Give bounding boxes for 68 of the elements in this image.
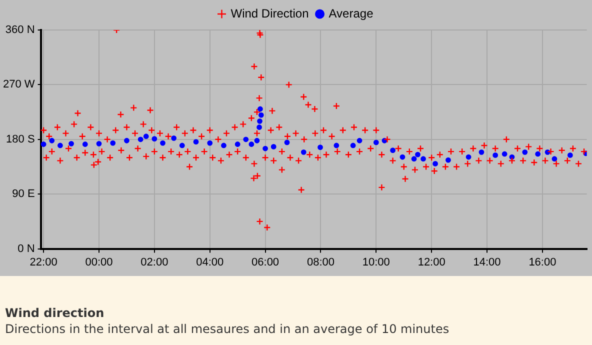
point [49,138,55,144]
point [171,135,177,141]
point [478,149,484,155]
point [446,157,451,163]
x-tick-label: 08:00 [306,256,334,268]
x-tick-label: 22:00 [30,256,58,268]
point [262,146,268,152]
point [567,152,573,158]
legend-label: Average [328,6,374,20]
point [334,142,340,148]
point [522,149,528,155]
legend-label: Wind Direction [230,6,309,20]
point [552,156,558,162]
point [248,142,254,147]
y-tick-label: 0 N [18,242,35,255]
point [138,136,144,142]
text: Directions in the interval at all mesaures and in an average of 10 minutes [5,322,450,336]
point [350,142,356,148]
y-tick-label: 90 E [12,188,35,200]
point [221,142,226,148]
x-tick-label: 10:00 [362,256,390,268]
x-tick-label: 00:00 [85,256,113,268]
point [57,142,63,148]
point [68,140,74,146]
point [535,151,541,157]
point [82,142,88,147]
point [415,152,420,158]
point [318,144,323,150]
point [284,140,290,146]
point [40,142,46,147]
point [356,138,362,144]
point [193,139,199,145]
point [420,156,426,162]
y-tick-label: 270 W [2,78,36,91]
point [234,142,240,147]
point [243,136,249,142]
x-tick-label: 02:00 [140,256,168,268]
point [152,136,158,142]
point [110,140,116,146]
point [400,154,406,160]
point [411,156,417,162]
point [96,140,102,146]
point [492,152,498,158]
point [207,140,213,146]
x-tick-label: 06:00 [252,256,280,268]
point [143,134,149,140]
point [466,154,472,160]
point [502,151,508,157]
point [270,144,276,150]
point [258,106,263,112]
point [258,112,264,118]
x-tick-label: 16:00 [528,256,556,268]
point [256,124,262,130]
point [160,140,166,146]
x-tick-label: 14:00 [473,256,501,268]
point [390,148,396,154]
point [373,140,379,146]
x-tick-label: 12:00 [418,256,446,268]
point [124,138,130,144]
y-tick-label: 360 N [5,24,35,36]
x-tick-label: 04:00 [196,256,224,268]
y-tick-label: 180 S [6,133,35,146]
text: Wind direction [5,306,106,320]
point [300,149,306,155]
point [254,138,260,144]
point [179,142,185,148]
point [432,161,438,166]
point [257,118,262,124]
